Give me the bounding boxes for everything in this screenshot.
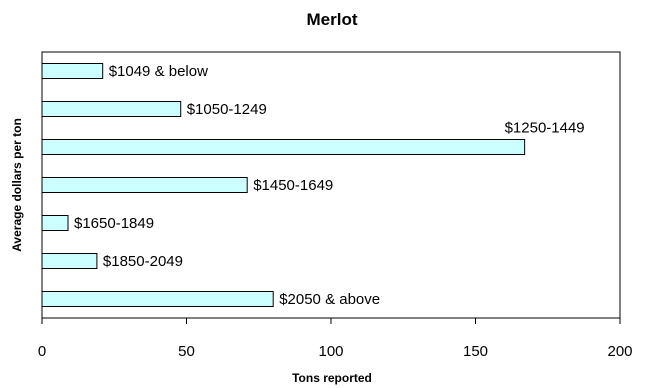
x-tick-label-3: 150 <box>463 343 488 360</box>
bar-1 <box>41 101 182 117</box>
chart-title: Merlot <box>307 10 358 29</box>
bar-label-1: $1050-1249 <box>187 101 267 118</box>
bar-label-0: $1049 & below <box>109 63 208 80</box>
bar-0 <box>41 63 104 79</box>
bar-3 <box>41 177 248 193</box>
x-axis-title: Tons reported <box>292 371 372 385</box>
data-labels-group: $1049 & below $1050-1249 $1250-1449 $1450-1… <box>74 63 585 308</box>
y-axis-title: Average dollars per ton <box>10 118 24 252</box>
bar-label-2: $1250-1449 <box>505 120 585 137</box>
x-tick-label-2: 100 <box>318 343 343 360</box>
bar-label-4: $1650-1849 <box>74 215 154 232</box>
x-tick-label-1: 50 <box>178 343 195 360</box>
x-axis: 0 50 100 150 200 <box>38 318 633 360</box>
bar-2 <box>41 139 526 155</box>
bar-5 <box>41 253 98 269</box>
bars-group <box>41 63 526 307</box>
x-tick-label-0: 0 <box>38 343 46 360</box>
bar-label-5: $1850-2049 <box>103 253 183 270</box>
bar-6 <box>41 291 274 307</box>
bar-label-3: $1450-1649 <box>253 177 333 194</box>
bar-label-6: $2050 & above <box>279 291 380 308</box>
bar-4 <box>41 215 69 231</box>
x-tick-label-4: 200 <box>607 343 632 360</box>
